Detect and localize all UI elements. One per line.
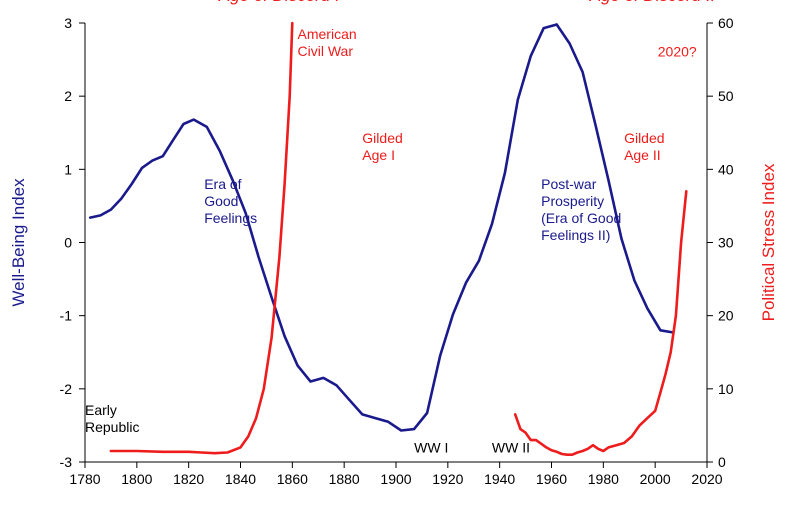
annotation-ww1-line-0: WW I (414, 439, 448, 455)
x-tick-label-2: 1820 (173, 471, 204, 487)
x-tick-label-6: 1900 (380, 471, 411, 487)
annotation-year-2020-line-0: 2020? (658, 44, 697, 60)
x-tick-label-10: 1980 (588, 471, 619, 487)
x-tick-label-9: 1960 (536, 471, 567, 487)
x-tick-label-12: 2020 (691, 471, 722, 487)
annotation-age-of-discord-1: Age of Discord I (218, 0, 340, 5)
annotation-era-of-good-feelings-line-2: Feelings (204, 210, 257, 226)
annotation-american-civil-war-line-0: American (298, 26, 357, 42)
y-tick-label-0: -3 (60, 454, 73, 470)
annotation-age-of-discord-2: Age of Discord II (589, 0, 716, 5)
axes-group: 1780 1800 1820 1840 1860 1880 1900 1920 1940 1960… (9, 15, 778, 487)
x-tick-label-5: 1880 (329, 471, 360, 487)
annotation-gilded-age-1-line-1: Age I (362, 147, 395, 163)
y-tick-label-4: 1 (64, 161, 72, 177)
annotation-early-republic-line-1: Republic (85, 419, 139, 435)
y2-axis-title: Political Stress Index (759, 163, 778, 321)
x-tick-label-8: 1940 (484, 471, 515, 487)
annotation-gilded-age-1-line-0: Gilded (362, 130, 402, 146)
x-tick-label-7: 1920 (432, 471, 463, 487)
series-line-2 (513, 190, 688, 457)
x-tick-label-11: 2000 (640, 471, 671, 487)
series-line-1 (109, 21, 294, 455)
annotation-american-civil-war-line-1: Civil War (298, 43, 354, 59)
y2-tick-label-6: 60 (718, 15, 734, 31)
x-tick-label-1: 1800 (121, 471, 152, 487)
y-axis-title: Well-Being Index (9, 178, 28, 307)
annotation-era-of-good-feelings-line-0: Era of (204, 176, 241, 192)
y-tick-label-6: 3 (64, 15, 72, 31)
annotation-era-of-good-feelings-line-1: Good (204, 193, 238, 209)
annotation-gilded-age-2-line-0: Gilded (624, 130, 664, 146)
y2-tick-label-3: 30 (718, 235, 734, 251)
series-group (88, 21, 688, 457)
x-tick-label-3: 1840 (225, 471, 256, 487)
annotation-early-republic-line-0: Early (85, 402, 117, 418)
annotation-gilded-age-2-line-1: Age II (624, 147, 661, 163)
y2-tick-label-0: 0 (718, 454, 726, 470)
x-tick-label-4: 1860 (277, 471, 308, 487)
annotations-group: Age of Discord I Age of Discord II America… (85, 0, 716, 455)
annotation-post-war-prosperity-line-2: (Era of Good (541, 210, 621, 226)
annotation-post-war-prosperity-line-3: Feelings II) (541, 227, 610, 243)
y2-tick-label-2: 20 (718, 308, 734, 324)
annotation-ww2-line-0: WW II (492, 439, 530, 455)
series-line-0 (88, 23, 675, 432)
y-tick-label-3: 0 (64, 235, 72, 251)
y2-tick-label-1: 10 (718, 381, 734, 397)
y-tick-label-1: -2 (60, 381, 73, 397)
x-tick-label-0: 1780 (69, 471, 100, 487)
y2-tick-label-5: 50 (718, 88, 734, 104)
annotation-post-war-prosperity-line-0: Post-war (541, 176, 597, 192)
annotation-post-war-prosperity-line-1: Prosperity (541, 193, 604, 209)
y2-tick-label-4: 40 (718, 161, 734, 177)
y-tick-label-2: -1 (60, 308, 73, 324)
y-tick-label-5: 2 (64, 88, 72, 104)
